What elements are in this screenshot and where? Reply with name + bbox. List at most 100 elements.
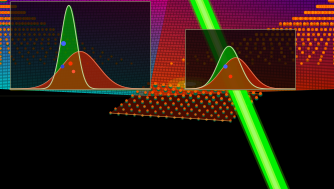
Polygon shape [288, 24, 291, 26]
Polygon shape [41, 68, 43, 70]
Polygon shape [15, 84, 17, 85]
Polygon shape [198, 33, 201, 35]
Polygon shape [44, 17, 46, 18]
Polygon shape [234, 26, 237, 28]
Polygon shape [131, 51, 134, 52]
Polygon shape [104, 88, 107, 89]
Polygon shape [248, 0, 251, 2]
Polygon shape [89, 70, 92, 71]
Polygon shape [286, 20, 289, 21]
Polygon shape [243, 46, 246, 48]
Polygon shape [64, 3, 67, 5]
Polygon shape [143, 80, 146, 81]
Polygon shape [136, 81, 138, 83]
Polygon shape [124, 58, 127, 60]
Polygon shape [322, 37, 325, 39]
Polygon shape [148, 16, 151, 18]
Polygon shape [32, 27, 35, 29]
Polygon shape [62, 21, 65, 23]
Polygon shape [187, 63, 190, 65]
Polygon shape [308, 37, 311, 39]
Polygon shape [6, 3, 8, 5]
Polygon shape [91, 57, 94, 59]
Polygon shape [150, 49, 152, 51]
Polygon shape [28, 62, 31, 63]
Polygon shape [56, 2, 59, 3]
Polygon shape [203, 75, 207, 77]
Polygon shape [308, 32, 311, 33]
Polygon shape [242, 85, 245, 86]
Polygon shape [0, 44, 3, 46]
Polygon shape [115, 55, 117, 57]
Polygon shape [167, 94, 170, 95]
Polygon shape [288, 80, 291, 82]
Polygon shape [141, 38, 144, 40]
Polygon shape [33, 20, 35, 21]
Polygon shape [326, 2, 328, 3]
Polygon shape [74, 9, 77, 11]
Polygon shape [74, 37, 77, 39]
Polygon shape [156, 2, 159, 3]
Polygon shape [56, 29, 59, 30]
Polygon shape [171, 70, 174, 71]
Polygon shape [160, 22, 163, 24]
Polygon shape [139, 36, 142, 38]
Polygon shape [139, 5, 142, 6]
Polygon shape [295, 65, 298, 66]
Polygon shape [5, 58, 8, 60]
Polygon shape [317, 7, 320, 9]
Polygon shape [100, 64, 103, 66]
Polygon shape [221, 76, 224, 78]
Polygon shape [328, 18, 331, 19]
Polygon shape [159, 86, 162, 88]
Polygon shape [281, 47, 284, 49]
Polygon shape [272, 46, 275, 47]
Polygon shape [136, 79, 139, 81]
Polygon shape [197, 5, 200, 6]
Polygon shape [255, 11, 258, 12]
Polygon shape [35, 85, 37, 86]
Polygon shape [209, 75, 213, 77]
Polygon shape [149, 80, 151, 82]
Polygon shape [276, 84, 279, 85]
Polygon shape [208, 45, 211, 47]
Polygon shape [265, 69, 268, 70]
Polygon shape [0, 52, 3, 53]
Polygon shape [189, 50, 193, 52]
Polygon shape [172, 65, 175, 67]
Polygon shape [243, 19, 246, 20]
Polygon shape [14, 10, 17, 12]
Polygon shape [11, 31, 13, 33]
Polygon shape [314, 31, 317, 33]
Polygon shape [272, 50, 275, 52]
Polygon shape [328, 58, 331, 60]
Polygon shape [272, 47, 275, 49]
Polygon shape [55, 79, 58, 81]
Polygon shape [328, 52, 331, 53]
Polygon shape [320, 2, 323, 3]
Polygon shape [198, 36, 201, 38]
Polygon shape [37, 39, 40, 41]
Polygon shape [308, 22, 311, 24]
Polygon shape [22, 8, 25, 9]
Polygon shape [149, 26, 152, 27]
Polygon shape [52, 47, 55, 49]
Polygon shape [297, 32, 299, 33]
Polygon shape [34, 56, 36, 57]
Polygon shape [12, 84, 15, 85]
Polygon shape [157, 51, 160, 53]
Polygon shape [17, 87, 20, 88]
Polygon shape [81, 28, 84, 29]
Polygon shape [137, 30, 140, 32]
Polygon shape [63, 75, 66, 77]
Polygon shape [147, 77, 150, 78]
Polygon shape [239, 76, 243, 77]
Polygon shape [85, 60, 88, 62]
Polygon shape [172, 33, 175, 35]
Polygon shape [238, 85, 242, 86]
Polygon shape [233, 51, 237, 53]
Polygon shape [158, 46, 161, 48]
Polygon shape [306, 16, 309, 18]
Polygon shape [133, 82, 136, 84]
Polygon shape [267, 82, 270, 84]
